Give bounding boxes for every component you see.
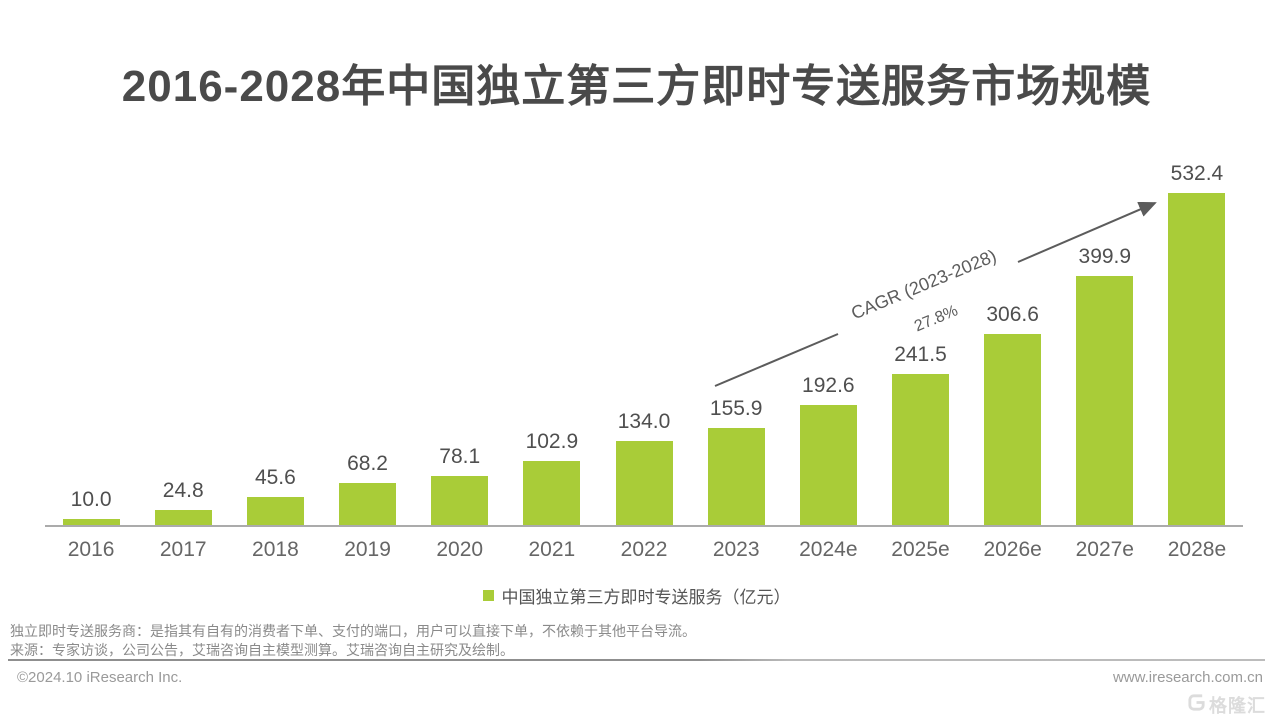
bar bbox=[1076, 275, 1134, 525]
copyright-text: ©2024.10 iResearch Inc. bbox=[17, 669, 183, 686]
bar-value-label: 155.9 bbox=[709, 396, 763, 420]
bar-value-label: 134.0 bbox=[617, 410, 671, 434]
x-axis-label: 2016 bbox=[67, 538, 115, 561]
gelonghui-watermark: 格隆汇 bbox=[1187, 692, 1266, 718]
bar bbox=[246, 496, 304, 525]
bar bbox=[984, 333, 1042, 525]
bar-value-label: 241.5 bbox=[894, 343, 947, 367]
bar bbox=[339, 482, 397, 525]
bar-value-label: 192.6 bbox=[802, 373, 855, 397]
footnotes: 独立即时专送服务商：是指其有自有的消费者下单、支付的端口，用户可以直接下单，不依… bbox=[10, 622, 1263, 660]
x-axis-label: 2028e bbox=[1167, 538, 1227, 561]
legend-marker-square bbox=[482, 590, 494, 601]
x-axis-label: 2024e bbox=[799, 538, 858, 561]
bar-column: 45.6 bbox=[229, 140, 321, 525]
plot-area: 10.0 24.8 45.6 68.2 78.1 102.9 134.0 155.9 192.6… bbox=[45, 140, 1243, 525]
bar-value-label: 10.0 bbox=[70, 487, 112, 511]
bar-value-label: 24.8 bbox=[162, 478, 204, 502]
x-axis-label: 2022 bbox=[620, 538, 668, 561]
bar-column: 134.0 bbox=[598, 140, 690, 525]
bar bbox=[615, 441, 673, 525]
x-axis-labels: 2016 2017 2018 2019 2020 2021 2022 2023 2024e 202… bbox=[45, 538, 1243, 562]
x-axis-label: 2018 bbox=[252, 538, 299, 561]
x-axis-label: 2021 bbox=[528, 538, 576, 561]
x-axis-label: 2027e bbox=[1075, 538, 1134, 561]
bar bbox=[154, 509, 212, 525]
gelonghui-watermark-text: 格隆汇 bbox=[1209, 696, 1266, 716]
bar-column: 68.2 bbox=[321, 140, 413, 525]
footer-divider bbox=[8, 659, 1265, 661]
bar-value-label: 45.6 bbox=[254, 465, 296, 489]
bar bbox=[523, 460, 581, 525]
legend: 中国独立第三方即时专送服务（亿元） bbox=[0, 583, 1273, 608]
bar bbox=[431, 476, 489, 525]
bar-value-label: 68.2 bbox=[347, 451, 388, 475]
bar bbox=[1168, 193, 1226, 525]
bar-column: 24.8 bbox=[137, 140, 229, 525]
bar-value-label: 102.9 bbox=[525, 429, 579, 453]
x-axis-label: 2019 bbox=[344, 538, 391, 561]
x-axis-label: 2025e bbox=[891, 538, 950, 561]
bar-column: 241.5 bbox=[874, 140, 966, 525]
bar-column: 155.9 bbox=[690, 140, 782, 525]
x-axis-label: 2026e bbox=[983, 538, 1042, 561]
source-note: 来源：专家访谈，公司公告，艾瑞咨询自主模型测算。艾瑞咨询自主研究及绘制。 bbox=[10, 642, 514, 658]
bar-value-label: 399.9 bbox=[1078, 244, 1132, 268]
x-axis-label: 2023 bbox=[712, 538, 760, 561]
bar bbox=[891, 374, 949, 525]
definition-note: 独立即时专送服务商：是指其有自有的消费者下单、支付的端口，用户可以直接下单，不依… bbox=[10, 623, 696, 639]
bar-column: 399.9 bbox=[1059, 140, 1151, 525]
bar-value-label: 532.4 bbox=[1170, 162, 1224, 185]
x-axis-label: 2017 bbox=[159, 538, 207, 561]
bar-column: 306.6 bbox=[967, 140, 1059, 525]
bar-value-label: 306.6 bbox=[986, 302, 1039, 326]
bar bbox=[707, 427, 765, 525]
x-axis-label: 2020 bbox=[436, 538, 484, 561]
bar-column: 10.0 bbox=[45, 140, 137, 525]
bar-chart: 10.0 24.8 45.6 68.2 78.1 102.9 134.0 155.9 192.6… bbox=[45, 140, 1243, 580]
bar-column: 102.9 bbox=[506, 140, 598, 525]
bar bbox=[62, 518, 120, 525]
bar bbox=[799, 404, 857, 525]
legend-label: 中国独立第三方即时专送服务（亿元） bbox=[501, 588, 791, 607]
x-axis-line bbox=[45, 525, 1243, 527]
chart-title: 2016-2028年中国独立第三方即时专送服务市场规模 bbox=[121, 62, 1152, 111]
bar-column: 192.6 bbox=[782, 140, 874, 525]
bar-value-label: 78.1 bbox=[439, 445, 481, 469]
gelonghui-logo-icon bbox=[1187, 693, 1206, 717]
bar-column: 532.4 bbox=[1151, 140, 1243, 525]
website-url: www.iresearch.com.cn bbox=[1112, 669, 1263, 686]
bar-column: 78.1 bbox=[414, 140, 506, 525]
